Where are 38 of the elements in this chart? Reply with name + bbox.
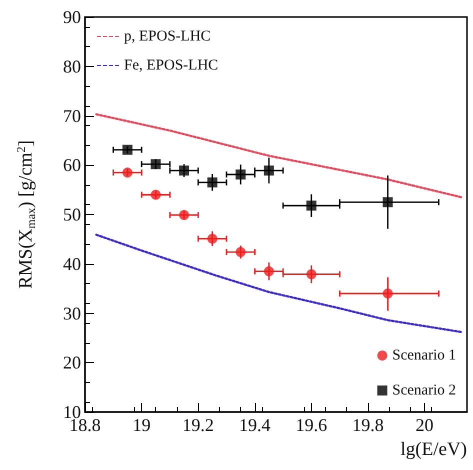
point [179, 210, 190, 220]
y-tick-label: 90 [63, 7, 81, 27]
line-series [95, 234, 462, 334]
x-tick-label: 19.8 [352, 415, 384, 435]
x-tick-label: 20 [416, 415, 434, 435]
point [122, 168, 132, 178]
point [150, 159, 161, 170]
y-tick-label: 20 [63, 352, 81, 373]
y-tick-label: 80 [63, 56, 81, 76]
point [264, 266, 274, 276]
point [207, 234, 218, 244]
point [382, 288, 393, 298]
x-tick-label: 19.2 [182, 415, 214, 435]
point [150, 190, 161, 200]
y-tick-label: 40 [63, 254, 81, 274]
y-tick-label: 70 [63, 106, 81, 126]
y-tick-label: 60 [63, 155, 81, 176]
y-tick-label: 50 [63, 204, 81, 224]
point [382, 197, 393, 208]
point [306, 200, 316, 211]
x-tick-label: 19.6 [296, 415, 328, 435]
point [179, 166, 190, 176]
legend-label: p, EPOS-LHC [124, 28, 211, 44]
point [264, 166, 274, 176]
x-tick-label: 19 [132, 415, 151, 435]
y-tick-label: 30 [63, 303, 81, 324]
point [306, 269, 316, 280]
point [236, 247, 246, 258]
x-tick-label: 19.4 [239, 415, 271, 435]
line-series [95, 113, 462, 198]
legend-label: Scenario 1 [392, 348, 456, 364]
point [122, 144, 132, 155]
legend-label: Scenario 2 [392, 382, 456, 398]
point [236, 170, 246, 180]
legend-label: Fe, EPOS-LHC [124, 58, 218, 74]
point [207, 177, 218, 188]
x-axis-title: lg(E/eV) [400, 439, 467, 460]
y-axis-title: RMS(Xmax) [g/cm2] [14, 140, 38, 289]
